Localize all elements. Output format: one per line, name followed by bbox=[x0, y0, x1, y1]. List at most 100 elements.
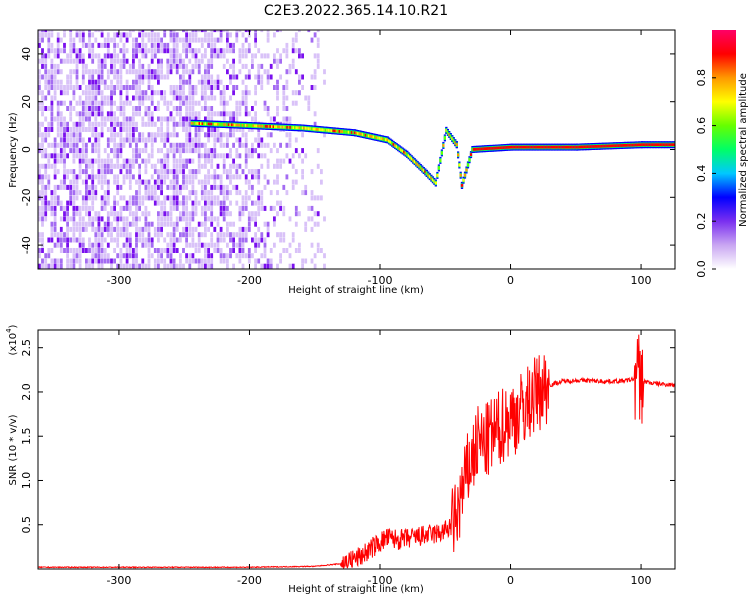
spectrogram-cell bbox=[119, 95, 123, 101]
spectrogram-cell bbox=[66, 221, 69, 227]
spectrogram-cell bbox=[222, 258, 226, 264]
spectrogram-cell bbox=[216, 248, 220, 253]
spectrogram-cell bbox=[229, 237, 232, 243]
spectrogram-cell bbox=[213, 111, 217, 117]
spectrogram-cell bbox=[141, 74, 145, 80]
spectrogram-cell bbox=[144, 237, 148, 243]
spectrogram-cell bbox=[138, 137, 141, 143]
spectrogram-cell bbox=[100, 63, 104, 69]
spectrogram-cell bbox=[47, 132, 51, 138]
spectrogram-cell bbox=[116, 211, 120, 217]
spectrogram-cell bbox=[200, 58, 204, 64]
spectrogram-cell bbox=[238, 111, 242, 117]
spectrogram-cell bbox=[69, 148, 73, 154]
spectrogram-cell bbox=[66, 242, 69, 248]
spectrogram-cell bbox=[132, 253, 135, 259]
spectrogram-cell bbox=[75, 30, 79, 33]
spectrogram-cell bbox=[241, 248, 245, 253]
spectrogram-cell bbox=[222, 63, 226, 69]
spectrogram-cell bbox=[125, 248, 129, 253]
spectrogram-cell bbox=[160, 121, 163, 127]
spectrogram-cell bbox=[47, 158, 51, 164]
spectrogram-cell bbox=[229, 32, 232, 38]
spectrogram-cell bbox=[44, 258, 48, 264]
spectrogram-ridge-cell bbox=[210, 122, 213, 126]
spectrogram-ridge-cell bbox=[662, 143, 665, 147]
spectrogram-cell bbox=[260, 232, 264, 238]
spectrogram-cell bbox=[222, 205, 226, 211]
spectrogram-cell bbox=[285, 53, 289, 59]
spectrogram-cell bbox=[288, 137, 292, 143]
spectrogram-cell bbox=[119, 248, 123, 253]
spectrogram-ridge-cell bbox=[364, 133, 367, 137]
spectrogram-ridge-cell bbox=[297, 126, 300, 130]
spectrogram-cell bbox=[113, 121, 116, 127]
spectrogram-cell bbox=[132, 211, 135, 217]
spectrogram-cell bbox=[282, 90, 286, 96]
spectrogram-cell bbox=[41, 232, 44, 238]
spectrogram-cell bbox=[235, 116, 239, 122]
spectrogram-cell bbox=[38, 100, 41, 106]
spectrogram-cell bbox=[141, 232, 145, 238]
spectrogram-cell bbox=[59, 121, 63, 127]
spectrogram-cell bbox=[160, 205, 163, 211]
spectrogram-cell bbox=[41, 137, 44, 143]
spectrogram-cell bbox=[119, 48, 123, 54]
spectrogram-cell bbox=[316, 148, 320, 154]
spectrogram-cell bbox=[128, 30, 132, 33]
spectrogram-cell bbox=[88, 195, 91, 201]
spectrogram-cell bbox=[81, 221, 85, 227]
spectrogram-cell bbox=[232, 248, 235, 253]
spectrogram-cell bbox=[97, 137, 101, 143]
spectrogram-cell bbox=[207, 116, 210, 122]
spectrogram-cell bbox=[175, 106, 179, 111]
spectrogram-cell bbox=[38, 85, 41, 90]
spectrogram-cell bbox=[222, 200, 226, 206]
spectrogram-cell bbox=[294, 205, 298, 211]
spectrogram-cell bbox=[88, 90, 91, 96]
spectrogram-cell bbox=[160, 127, 163, 132]
spectrogram-ridge-cell bbox=[620, 144, 624, 147]
spectrogram-cell bbox=[141, 100, 145, 106]
spectrogram-cell bbox=[44, 190, 48, 196]
spectrogram-cell bbox=[47, 174, 51, 180]
spectrogram-cell bbox=[213, 95, 217, 101]
spectrogram-cell bbox=[172, 169, 176, 175]
spectrogram-cell bbox=[197, 58, 201, 64]
spectrogram-ridge-cell bbox=[290, 126, 294, 129]
spectrogram-cell bbox=[210, 74, 214, 80]
spectrogram-ridge-cell bbox=[217, 122, 220, 126]
spectrogram-ridge-cell bbox=[445, 129, 448, 132]
spectrogram-cell bbox=[106, 163, 110, 169]
spectrogram-cell bbox=[179, 184, 182, 190]
spectrogram-cell bbox=[135, 221, 138, 227]
spectrogram-cell bbox=[179, 153, 182, 159]
spectrogram-cell bbox=[175, 163, 179, 169]
spectrogram-cell bbox=[232, 142, 235, 148]
spectrogram-cell bbox=[291, 63, 295, 69]
spectrogram-ridge-cell bbox=[419, 166, 422, 169]
spectrogram-cell bbox=[69, 42, 73, 48]
spectrogram-cell bbox=[219, 95, 223, 101]
spectrogram-cell bbox=[119, 142, 123, 148]
spectrogram-cell bbox=[316, 42, 320, 48]
spectrogram-cell bbox=[188, 195, 192, 201]
spectrogram-ridge-cell bbox=[564, 145, 568, 149]
spectrogram-ridge-cell bbox=[314, 127, 317, 131]
spectrogram-cell bbox=[132, 174, 135, 180]
spectrogram-cell bbox=[247, 253, 251, 259]
spectrogram-cell bbox=[119, 263, 123, 269]
spectrogram-cell bbox=[282, 211, 286, 217]
spectrogram-cell bbox=[122, 221, 126, 227]
spectrogram-cell bbox=[116, 237, 120, 243]
spectrogram-cell bbox=[125, 158, 129, 164]
spectrogram-cell bbox=[219, 237, 223, 243]
spectrogram-cell bbox=[175, 42, 179, 48]
spectrogram-cell bbox=[263, 205, 267, 211]
spectrogram-cell bbox=[251, 174, 254, 180]
spectrogram-cell bbox=[38, 190, 41, 196]
spectrogram-cell bbox=[291, 263, 295, 269]
spectrogram-cell bbox=[226, 263, 229, 269]
spectrogram-cell bbox=[266, 132, 270, 138]
spectrogram-cell bbox=[72, 127, 76, 132]
